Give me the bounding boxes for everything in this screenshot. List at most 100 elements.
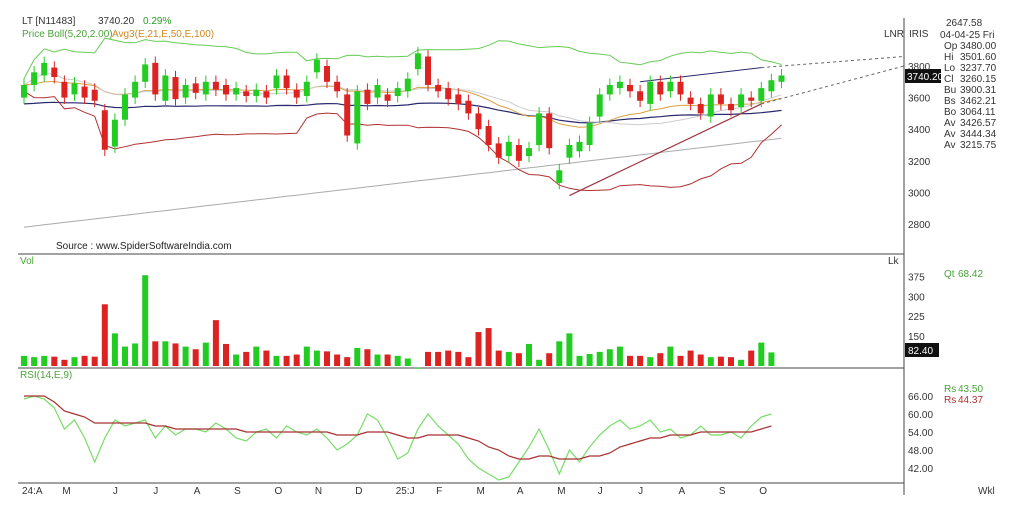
trendline-support bbox=[569, 103, 762, 197]
volume-bar bbox=[445, 350, 452, 366]
candle-body bbox=[556, 170, 563, 183]
readout-label: Av bbox=[944, 118, 956, 129]
volume-bar bbox=[162, 341, 169, 366]
candle-body bbox=[192, 83, 199, 93]
candle-body bbox=[283, 75, 290, 89]
volume-bar bbox=[243, 351, 250, 366]
volume-bar bbox=[31, 357, 38, 366]
candle-body bbox=[758, 88, 765, 101]
candle-body bbox=[768, 80, 775, 92]
candle-body bbox=[425, 56, 431, 85]
x-tick-label: M bbox=[477, 486, 485, 497]
volume-bar bbox=[495, 350, 502, 366]
volume-bar bbox=[51, 356, 58, 366]
volume-bar bbox=[414, 367, 421, 369]
candle-body bbox=[223, 84, 229, 95]
volume-bar bbox=[505, 351, 512, 366]
tool-iris[interactable]: IRIS bbox=[909, 29, 929, 40]
candle-body bbox=[384, 94, 391, 101]
volume-bar bbox=[364, 349, 371, 366]
volume-bar bbox=[546, 353, 553, 366]
candle-body bbox=[414, 53, 421, 70]
trendline-resistance bbox=[640, 67, 762, 83]
candle-body bbox=[132, 81, 139, 98]
candle-body bbox=[637, 91, 644, 101]
x-tick-label: M bbox=[557, 486, 565, 497]
volume-bar bbox=[334, 354, 341, 366]
rsi-line bbox=[23, 395, 772, 481]
volume-bar bbox=[707, 357, 714, 366]
candle-body bbox=[233, 88, 240, 95]
volume-unit-label: Lk bbox=[888, 256, 900, 267]
volume-tag-value: 82.40 bbox=[908, 346, 933, 357]
x-tick-label: O bbox=[759, 486, 767, 497]
volume-bar bbox=[283, 355, 290, 366]
rsi-tick-label: 48.00 bbox=[908, 446, 933, 457]
readout-value: 3900.31 bbox=[960, 85, 997, 96]
volume-bar bbox=[455, 351, 462, 366]
rs2-value: 44.37 bbox=[958, 395, 983, 406]
candle-body bbox=[728, 103, 734, 111]
volume-bar bbox=[768, 352, 775, 366]
change-label: 0.29% bbox=[143, 16, 171, 27]
volume-bar bbox=[202, 342, 209, 366]
symbol-label: LT [N11483] bbox=[22, 16, 76, 27]
candle-body bbox=[334, 81, 341, 92]
x-tick-label: D bbox=[355, 486, 362, 497]
volume-bar bbox=[687, 350, 694, 366]
candle-body bbox=[111, 119, 118, 147]
candle-body bbox=[71, 83, 78, 95]
x-tick-label: J bbox=[638, 486, 643, 497]
rsi-tick-label: 66.00 bbox=[908, 392, 933, 403]
volume-bar bbox=[263, 350, 270, 366]
candle-body bbox=[475, 113, 482, 130]
tool-lnr[interactable]: LNR bbox=[884, 29, 904, 40]
volume-bar bbox=[586, 354, 593, 366]
x-tick-label: J bbox=[598, 486, 603, 497]
volume-bar bbox=[677, 355, 684, 366]
candle-body bbox=[495, 143, 502, 158]
qt-value: 68.42 bbox=[958, 269, 983, 280]
volume-bar bbox=[425, 351, 431, 366]
x-tick-label: A bbox=[517, 486, 524, 497]
candle-body bbox=[546, 113, 553, 149]
candle-body bbox=[677, 81, 684, 95]
volume-bar bbox=[435, 351, 442, 366]
readout-label: Lo bbox=[944, 63, 956, 74]
volume-bar bbox=[91, 356, 98, 366]
candle-body bbox=[485, 126, 492, 145]
candle-body bbox=[152, 62, 159, 95]
readout-value: 3260.15 bbox=[960, 74, 997, 85]
rsi-signal-line bbox=[24, 395, 772, 460]
volume-bar bbox=[728, 357, 734, 366]
volume-panel bbox=[21, 275, 775, 369]
candle-body bbox=[667, 81, 674, 92]
volume-bar bbox=[485, 328, 492, 366]
candle-body bbox=[293, 89, 300, 98]
price-tick-label: 3600 bbox=[908, 94, 931, 105]
volume-bar bbox=[627, 355, 633, 366]
candle-body bbox=[212, 81, 219, 90]
volume-bar bbox=[394, 355, 401, 366]
volume-bar bbox=[697, 354, 704, 366]
candle-body bbox=[616, 81, 623, 89]
candle-body bbox=[202, 81, 209, 95]
volume-bar bbox=[142, 275, 149, 366]
volume-bar bbox=[41, 355, 48, 366]
candle-body bbox=[435, 84, 442, 92]
x-tick-label: N bbox=[315, 486, 322, 497]
volume-bar bbox=[465, 357, 472, 366]
volume-tick-label: 150 bbox=[908, 332, 925, 343]
volume-bar bbox=[122, 346, 128, 366]
bollinger-lower-line bbox=[23, 90, 782, 192]
candle-body bbox=[707, 94, 714, 117]
x-tick-label: M bbox=[62, 486, 70, 497]
candle-body bbox=[717, 94, 724, 104]
rs1-label: Rs bbox=[944, 384, 956, 395]
readout-label: Av bbox=[944, 129, 956, 140]
candle-body bbox=[627, 84, 633, 92]
bollinger-upper-line bbox=[23, 37, 782, 79]
price-tick-label: 2800 bbox=[908, 220, 931, 231]
date-label: 04-04-25 Fri bbox=[940, 30, 994, 41]
